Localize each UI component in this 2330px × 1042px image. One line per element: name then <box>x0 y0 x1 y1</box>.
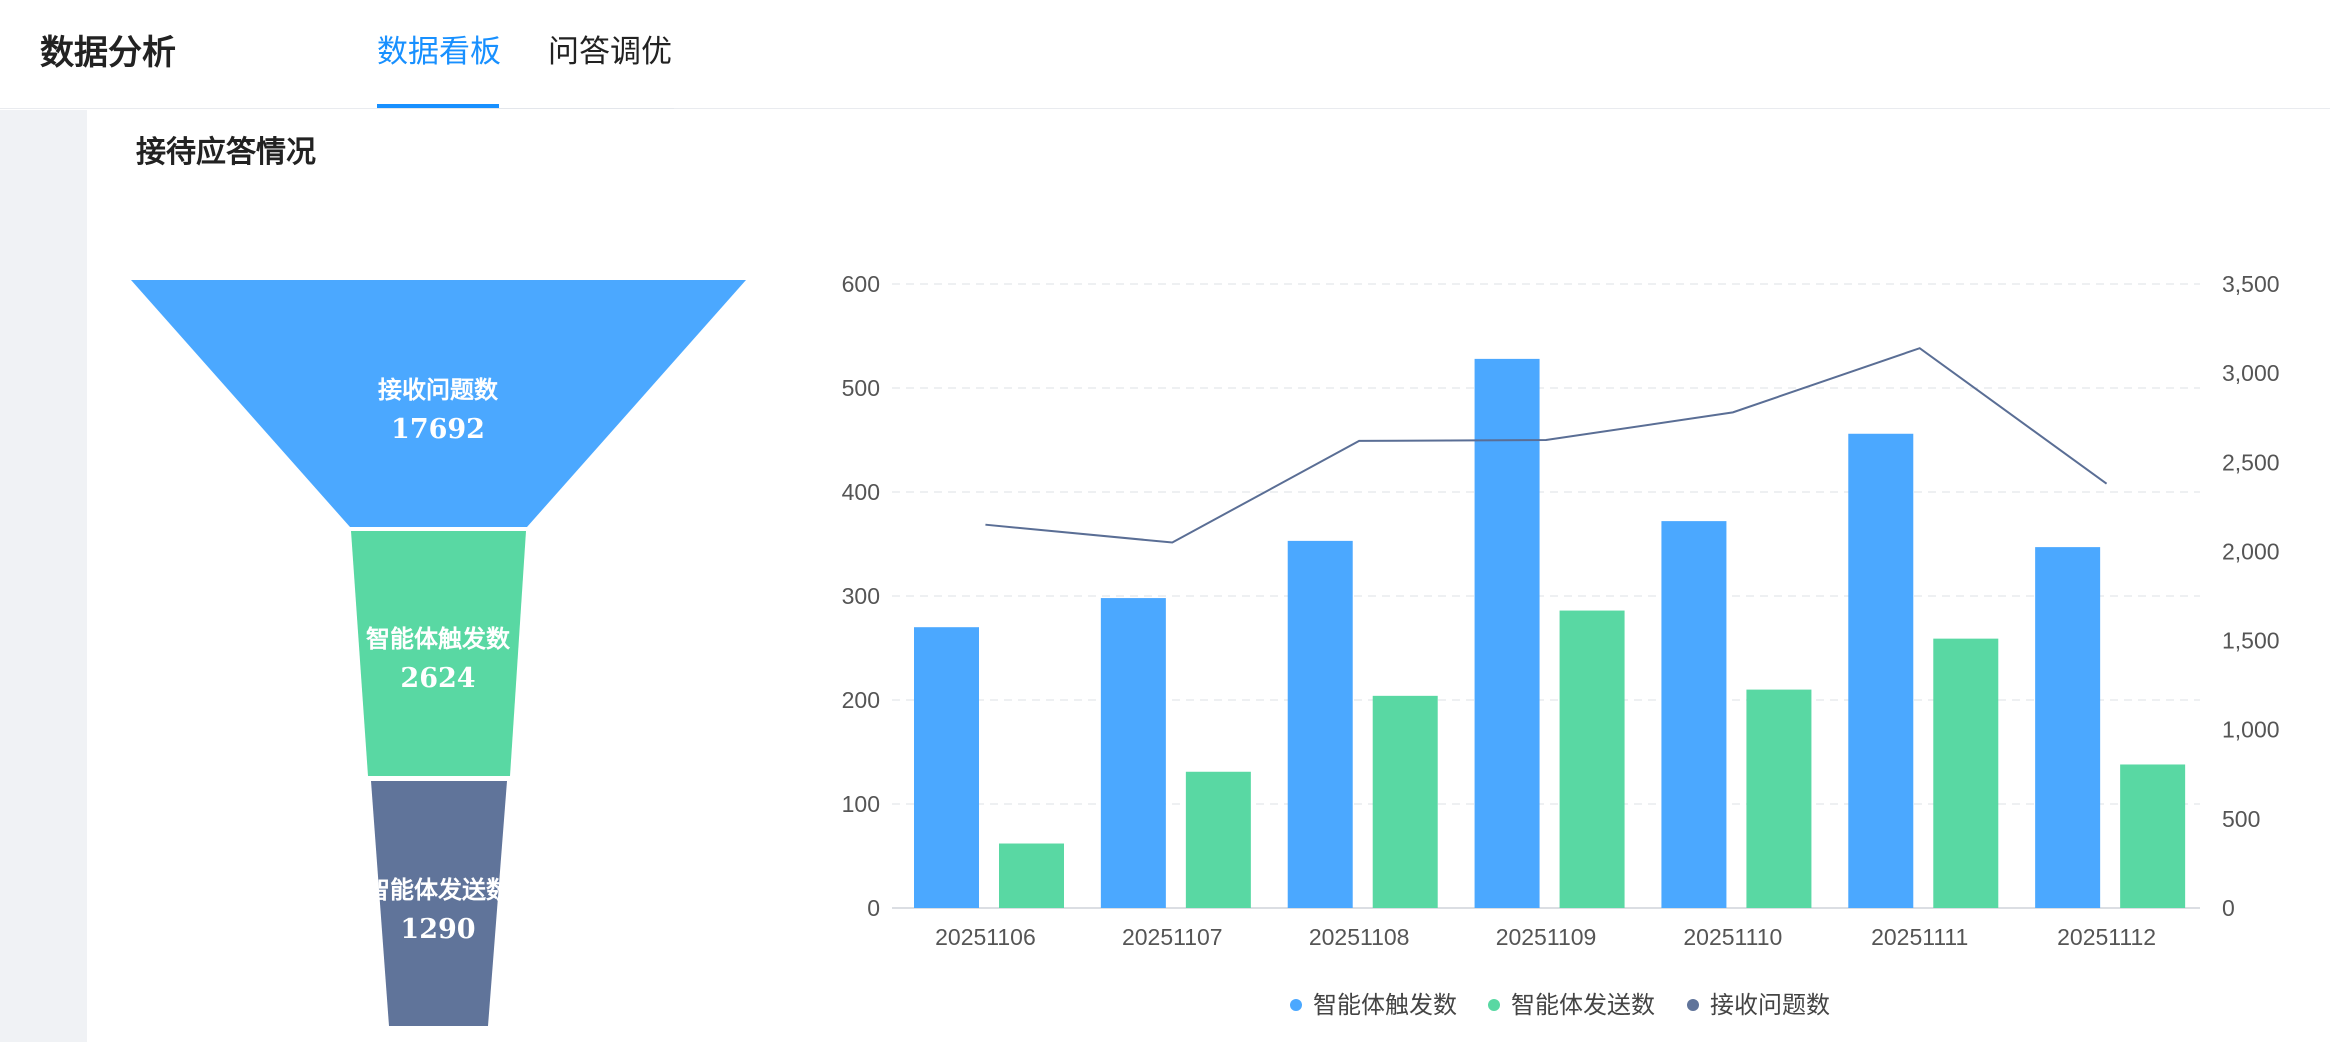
bar-sent[interactable] <box>1372 695 1438 908</box>
y-left-tick-label: 600 <box>842 271 880 297</box>
bar-triggered[interactable] <box>1100 598 1166 908</box>
y-right-tick-label: 3,000 <box>2222 360 2280 386</box>
funnel-value-sent: 1290 <box>400 914 475 945</box>
legend-received-label[interactable]: 接收问题数 <box>1710 991 1830 1019</box>
y-left-tick-label: 500 <box>842 375 880 401</box>
bar-triggered[interactable] <box>1287 540 1353 908</box>
y-right-tick-label: 1,000 <box>2222 717 2280 743</box>
left-sidebar-strip <box>0 110 87 1042</box>
bar-sent[interactable] <box>1933 638 1999 908</box>
top-bar: 数据分析 数据看板 问答调优 <box>0 0 2330 109</box>
legend-triggered-marker <box>1290 999 1302 1011</box>
bar-sent[interactable] <box>1746 689 1812 908</box>
legend-triggered-label[interactable]: 智能体触发数 <box>1313 991 1457 1019</box>
legend-received-marker <box>1687 999 1699 1011</box>
tab-data-dashboard[interactable]: 数据看板 <box>377 34 501 70</box>
funnel-chart: 接收问题数 17692 智能体触发数 2624 智能体发送数 1290 <box>131 280 746 1026</box>
funnel-value-received: 17692 <box>391 414 485 445</box>
x-tick-label: 20251108 <box>1309 924 1410 950</box>
funnel-value-triggered: 2624 <box>400 663 475 694</box>
y-right-tick-label: 3,500 <box>2222 271 2280 297</box>
line-received <box>985 347 2108 544</box>
legend-sent-marker <box>1488 999 1500 1011</box>
x-tick-label: 20251107 <box>1122 924 1223 950</box>
section-title: 接待应答情况 <box>136 135 316 170</box>
bar-sent[interactable] <box>1185 771 1251 908</box>
funnel-label-sent: 智能体发送数 <box>366 876 511 904</box>
x-tick-label: 20251111 <box>1871 924 1968 950</box>
combo-chart: 0 100 200 300 400 500 600 0 500 1,000 1,500 2,000 2,… <box>842 271 2280 1019</box>
tabs-divider <box>377 108 674 109</box>
y-left-tick-label: 200 <box>842 687 880 713</box>
funnel-stage-received[interactable] <box>131 280 746 527</box>
y-right-tick-label: 2,000 <box>2222 538 2280 564</box>
y-right-tick-label: 1,500 <box>2222 628 2280 654</box>
app-title: 数据分析 <box>40 33 176 73</box>
funnel-stage-triggered[interactable] <box>351 531 526 776</box>
legend-sent-label[interactable]: 智能体发送数 <box>1511 991 1655 1019</box>
bar-triggered[interactable] <box>2035 547 2101 908</box>
y-right-tick-label: 500 <box>2222 806 2260 832</box>
y-left-tick-label: 400 <box>842 479 880 505</box>
active-tab-indicator <box>377 104 499 108</box>
bar-triggered[interactable] <box>1474 358 1540 908</box>
x-tick-label: 20251109 <box>1496 924 1597 950</box>
y-right-tick-label: 0 <box>2222 895 2235 921</box>
bar-triggered[interactable] <box>1848 433 1914 908</box>
x-tick-label: 20251110 <box>1683 924 1782 950</box>
bar-sent[interactable] <box>1559 610 1625 908</box>
tab-qa-tuning[interactable]: 问答调优 <box>548 34 672 70</box>
bar-triggered[interactable] <box>1661 521 1727 908</box>
x-tick-label: 20251106 <box>935 924 1036 950</box>
y-right-tick-label: 2,500 <box>2222 449 2280 475</box>
bar-sent[interactable] <box>2120 764 2186 908</box>
bar-triggered[interactable] <box>914 627 979 908</box>
y-left-tick-label: 300 <box>842 583 880 609</box>
bar-sent[interactable] <box>999 843 1064 908</box>
y-left-tick-label: 0 <box>867 895 880 921</box>
funnel-stage-sent[interactable] <box>371 781 507 1026</box>
x-tick-label: 20251112 <box>2057 924 2156 950</box>
y-left-tick-label: 100 <box>842 791 880 817</box>
funnel-label-received: 接收问题数 <box>378 376 499 404</box>
funnel-label-triggered: 智能体触发数 <box>366 625 511 653</box>
